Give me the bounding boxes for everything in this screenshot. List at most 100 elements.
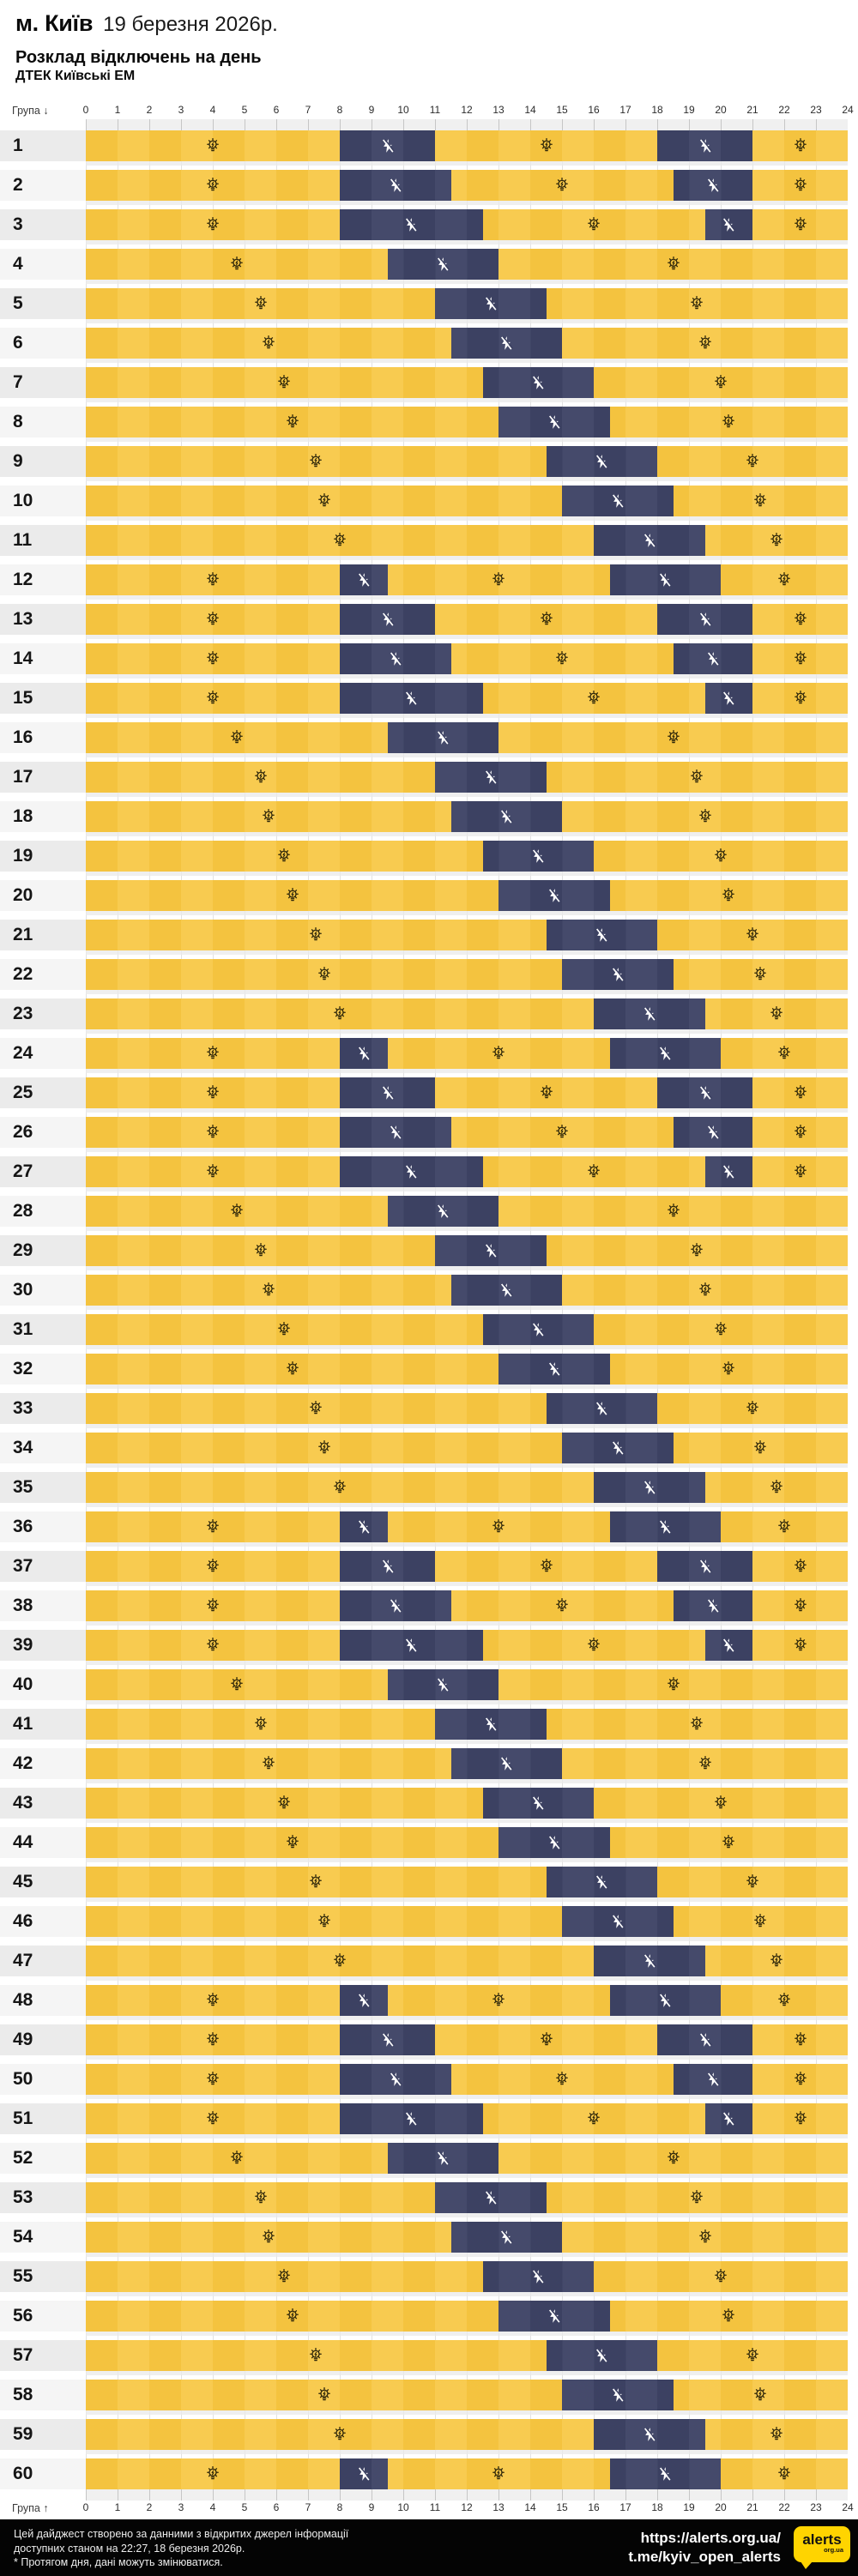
timeline <box>86 880 848 911</box>
bulb-icon <box>227 256 245 274</box>
bulb-icon <box>720 413 738 431</box>
power-off-icon <box>609 966 626 983</box>
power-off-icon <box>529 374 547 391</box>
power-off-icon <box>546 2308 563 2325</box>
group-label: 4 <box>0 249 86 280</box>
schedule-row: 48 <box>0 1985 858 2020</box>
power-off-icon <box>546 1360 563 1378</box>
bulb-icon <box>791 1558 809 1576</box>
bulb-icon <box>204 2071 222 2089</box>
timeline <box>86 1630 848 1661</box>
hour-label: 23 <box>810 2501 822 2513</box>
power-off-icon <box>482 769 499 786</box>
power-off-icon <box>656 1045 674 1062</box>
schedule-row: 7 <box>0 367 858 402</box>
timeline <box>86 998 848 1029</box>
schedule-row: 46 <box>0 1906 858 1941</box>
bulb-icon <box>696 335 714 353</box>
hour-label: 20 <box>715 104 727 116</box>
power-off-icon <box>529 1321 547 1338</box>
power-off-icon <box>498 1755 515 1772</box>
bulb-icon <box>752 492 770 510</box>
bulb-icon <box>537 1084 555 1102</box>
group-label: 31 <box>0 1314 86 1345</box>
timeline <box>86 525 848 556</box>
schedule-row: 26 <box>0 1117 858 1152</box>
bulb-icon <box>204 1992 222 2010</box>
bulb-icon <box>688 2189 706 2207</box>
tick-strip-bottom <box>86 2489 848 2501</box>
bulb-icon <box>585 216 603 234</box>
hour-label: 13 <box>492 2501 505 2513</box>
timeline <box>86 2182 848 2213</box>
bulb-icon <box>204 1124 222 1142</box>
timeline <box>86 367 848 398</box>
bulb-icon <box>490 1045 508 1063</box>
group-label: 1 <box>0 130 86 161</box>
bulb-icon <box>537 611 555 629</box>
timeline <box>86 130 848 161</box>
timeline <box>86 486 848 516</box>
bulb-icon <box>712 1321 730 1339</box>
hour-label: 4 <box>209 2501 216 2513</box>
power-off-icon <box>402 216 420 233</box>
schedule-row: 25 <box>0 1077 858 1113</box>
bulb-icon <box>720 1834 738 1852</box>
group-label: 32 <box>0 1354 86 1385</box>
schedule-row: 5 <box>0 288 858 323</box>
group-label: 56 <box>0 2301 86 2332</box>
schedule-row: 12 <box>0 564 858 600</box>
hour-label: 15 <box>556 2501 568 2513</box>
hour-label: 16 <box>588 104 600 116</box>
bulb-icon <box>791 2110 809 2128</box>
hour-label: 9 <box>368 2501 375 2513</box>
power-off-icon <box>379 1558 396 1575</box>
timeline <box>86 1433 848 1463</box>
group-label: 11 <box>0 525 86 556</box>
schedule-row: 9 <box>0 446 858 481</box>
hour-label: 17 <box>619 104 631 116</box>
timeline <box>86 1196 848 1227</box>
group-label: 14 <box>0 643 86 674</box>
alerts-logo-text: alerts <box>802 2531 842 2548</box>
timeline <box>86 920 848 950</box>
bulb-icon <box>553 650 571 668</box>
timeline <box>86 2340 848 2371</box>
bulb-icon <box>204 2465 222 2483</box>
bulb-icon <box>553 1597 571 1615</box>
tick-strip-top <box>86 119 848 130</box>
bulb-icon <box>791 216 809 234</box>
hour-label: 12 <box>461 2501 473 2513</box>
hour-label: 13 <box>492 104 505 116</box>
bulb-icon <box>791 177 809 195</box>
group-label: 6 <box>0 328 86 359</box>
timeline <box>86 1748 848 1779</box>
power-off-icon <box>720 1637 737 1654</box>
timeline <box>86 1709 848 1740</box>
bulb-icon <box>776 1518 794 1536</box>
schedule-row: 32 <box>0 1354 858 1389</box>
hour-label: 1 <box>114 2501 121 2513</box>
group-label: 57 <box>0 2340 86 2371</box>
group-label: 5 <box>0 288 86 319</box>
schedule-row: 23 <box>0 998 858 1034</box>
bulb-icon <box>259 2229 277 2247</box>
timeline <box>86 1235 848 1266</box>
timeline <box>86 407 848 437</box>
hour-label: 2 <box>146 104 153 116</box>
bulb-icon <box>791 690 809 708</box>
bulb-icon <box>315 2386 333 2404</box>
power-off-icon <box>656 1518 674 1535</box>
power-off-icon <box>704 177 722 194</box>
schedule-row: 41 <box>0 1709 858 1744</box>
schedule-row: 45 <box>0 1867 858 1902</box>
bulb-icon <box>720 1360 738 1378</box>
power-off-icon <box>402 690 420 707</box>
timeline <box>86 1551 848 1582</box>
power-off-icon <box>498 1282 515 1299</box>
power-off-icon <box>482 1716 499 1733</box>
hour-axis-bottom: Група ↑ 0 1 2 3 4 5 6 7 8 9 10 11 12 13 14 15 16 17 18 19 20… <box>0 2501 858 2515</box>
bulb-icon <box>776 1992 794 2010</box>
hour-label: 15 <box>556 104 568 116</box>
operator-subtitle: ДТЕК Київські ЕМ <box>15 69 136 83</box>
